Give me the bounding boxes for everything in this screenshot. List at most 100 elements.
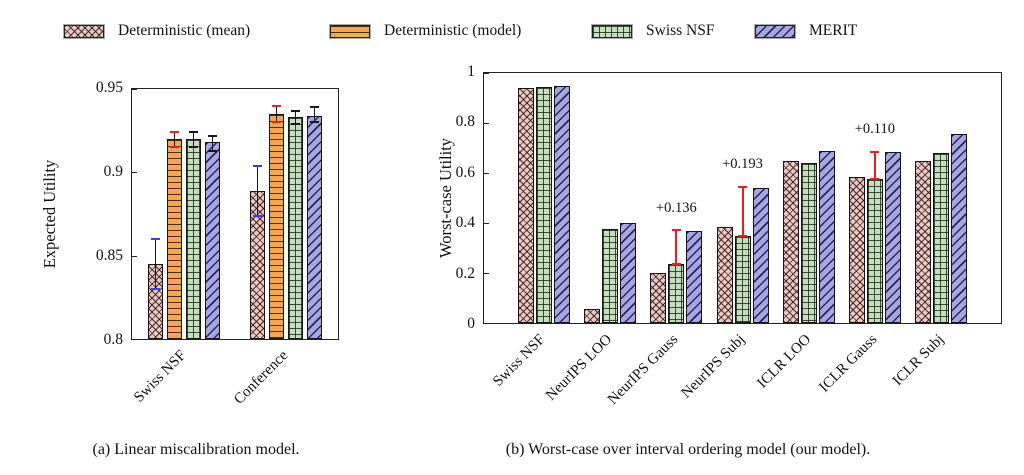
bar bbox=[800, 163, 817, 323]
bar bbox=[186, 139, 202, 339]
bar bbox=[782, 160, 799, 323]
y-tick-mark bbox=[132, 255, 137, 257]
error-bar-cap bbox=[208, 149, 218, 152]
bar bbox=[517, 88, 534, 323]
legend-label: MERIT bbox=[809, 22, 858, 39]
subfigure-caption-a: (a) Linear miscalibration model. bbox=[92, 441, 300, 458]
bar bbox=[620, 223, 637, 323]
y-tick-mark bbox=[132, 89, 137, 90]
bar bbox=[268, 114, 284, 339]
y-tick-mark bbox=[484, 273, 489, 274]
bar-slot bbox=[205, 89, 221, 339]
error-bar bbox=[275, 105, 277, 123]
legend-item-swiss-nsf: Swiss NSF bbox=[592, 22, 715, 40]
bar-group bbox=[915, 73, 968, 323]
x-axis-labels: Swiss NSF Conference bbox=[131, 341, 339, 451]
bar-group bbox=[584, 73, 637, 323]
bar-slot bbox=[716, 73, 733, 323]
y-tick-mark bbox=[484, 173, 489, 174]
plot-area bbox=[131, 88, 339, 340]
bar-group bbox=[249, 89, 322, 339]
annotation: +0.136 bbox=[655, 199, 697, 216]
error-bar-cap bbox=[151, 238, 161, 240]
legend-swatch-deterministic-mean bbox=[64, 24, 104, 38]
error-bar-cap bbox=[170, 131, 180, 134]
error-bar bbox=[155, 239, 157, 289]
bar-slot bbox=[800, 73, 817, 323]
bar bbox=[752, 188, 769, 323]
bar-slot bbox=[686, 73, 703, 323]
bar bbox=[205, 142, 221, 339]
error-bar-cap bbox=[671, 263, 681, 266]
bar-slot bbox=[186, 89, 202, 339]
error-bar-cap bbox=[671, 229, 681, 232]
y-tick-label: 0.9 bbox=[103, 163, 123, 181]
bar-slot bbox=[584, 73, 601, 323]
error-bar bbox=[313, 107, 315, 123]
y-tick-label: 0.85 bbox=[95, 247, 123, 265]
error-bar-cap bbox=[870, 178, 880, 181]
bar bbox=[884, 151, 901, 323]
error-bar-cap bbox=[738, 234, 747, 237]
error-bar-cap bbox=[290, 109, 300, 112]
error-bar bbox=[174, 132, 176, 148]
bar-slot bbox=[148, 89, 164, 339]
y-axis-ticks: 0.8 0.85 0.9 0.95 bbox=[55, 79, 123, 348]
error-bar-cap bbox=[170, 146, 180, 149]
plot-area: +0.136 +0.193 +0.110 bbox=[483, 72, 1002, 324]
error-bar bbox=[193, 132, 195, 148]
error-bar-cap bbox=[151, 288, 161, 290]
bar-slot bbox=[650, 73, 667, 323]
bar-slot bbox=[517, 73, 534, 323]
error-bar-cap bbox=[208, 134, 218, 137]
error-bar bbox=[256, 165, 258, 216]
legend-label: Deterministic (model) bbox=[384, 22, 522, 39]
bar-slot bbox=[752, 73, 769, 323]
bar-slot bbox=[602, 73, 619, 323]
bar bbox=[848, 176, 865, 323]
y-tick-mark bbox=[132, 172, 137, 174]
bar-slot bbox=[268, 89, 284, 339]
error-bar-cap bbox=[738, 186, 747, 189]
annotation: +0.193 bbox=[722, 155, 763, 172]
error-bar-cap bbox=[309, 121, 319, 124]
bar bbox=[915, 160, 932, 323]
bar-slot bbox=[306, 89, 322, 339]
bar bbox=[686, 230, 703, 323]
bar bbox=[650, 273, 667, 323]
legend-item-merit: MERIT bbox=[755, 22, 857, 40]
bar-slot bbox=[951, 73, 968, 323]
y-tick-label: 1 bbox=[467, 63, 475, 80]
y-tick-mark bbox=[484, 73, 489, 74]
legend-swatch-swiss-nsf bbox=[592, 24, 632, 38]
annotation: +0.110 bbox=[854, 120, 895, 137]
bar bbox=[951, 134, 968, 323]
bar bbox=[287, 117, 303, 339]
x-tick-label: Swiss NSF bbox=[130, 347, 190, 406]
bar bbox=[249, 190, 265, 339]
bar-slot bbox=[818, 73, 835, 323]
legend-swatch-merit bbox=[755, 24, 795, 38]
bar-slot bbox=[866, 73, 883, 323]
y-tick-label: 0.4 bbox=[455, 214, 475, 232]
y-tick-mark bbox=[484, 123, 489, 124]
bar-group bbox=[848, 73, 901, 323]
bar-group bbox=[650, 73, 703, 323]
y-axis-ticks: 0 0.2 0.4 0.6 0.8 1 bbox=[413, 63, 475, 332]
bar bbox=[818, 150, 835, 323]
error-bar bbox=[675, 230, 678, 265]
bar bbox=[716, 226, 733, 323]
bar bbox=[535, 86, 552, 323]
bar-group bbox=[517, 73, 570, 323]
legend-item-deterministic-mean: Deterministic (mean) bbox=[64, 22, 250, 40]
bar bbox=[933, 153, 950, 323]
bar bbox=[734, 235, 751, 323]
error-bar-cap bbox=[189, 146, 199, 149]
error-bar-cap bbox=[252, 164, 262, 167]
error-bar-cap bbox=[290, 123, 300, 125]
bar-slot bbox=[782, 73, 799, 323]
bar-slot bbox=[620, 73, 637, 323]
y-tick-label: 0 bbox=[467, 315, 475, 332]
bar bbox=[148, 264, 164, 339]
